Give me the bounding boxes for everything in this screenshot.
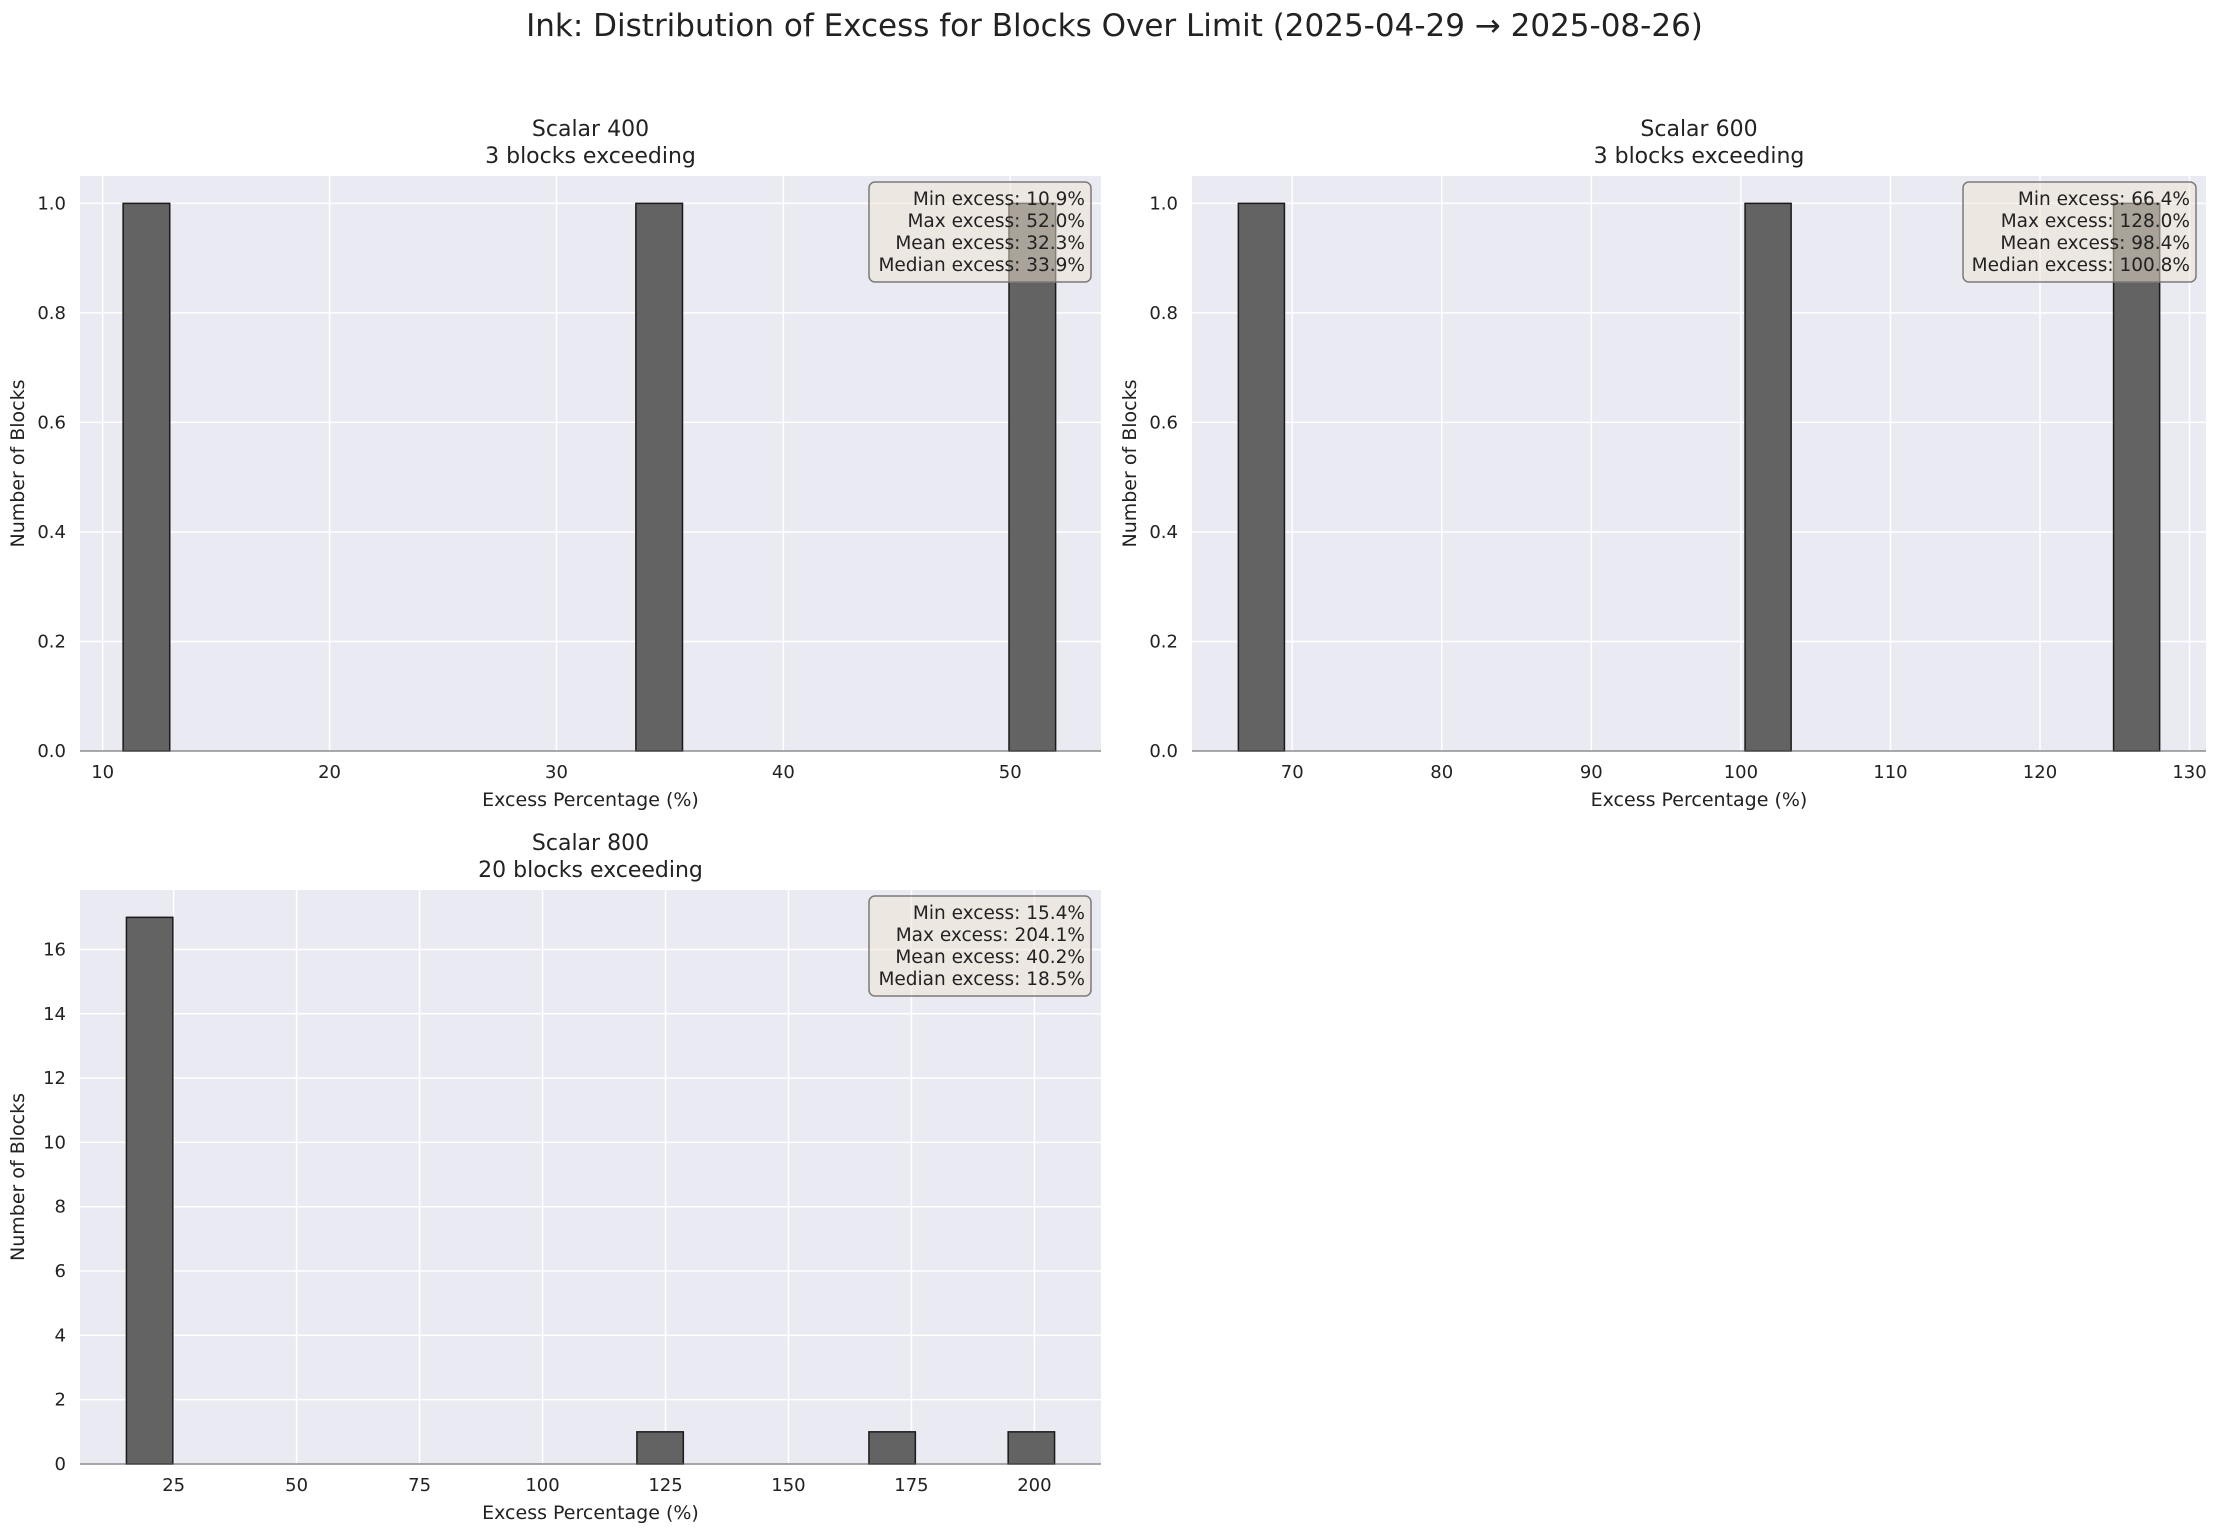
y-tick-label: 16 xyxy=(43,939,66,960)
y-tick-label: 0 xyxy=(55,1454,66,1475)
x-tick-label: 100 xyxy=(1724,762,1758,783)
y-tick-label: 0.4 xyxy=(37,522,66,543)
stats-box xyxy=(868,895,1092,997)
x-tick-label: 130 xyxy=(2172,762,2206,783)
y-tick-label: 0.4 xyxy=(1149,522,1178,543)
x-tick-label: 70 xyxy=(1281,762,1304,783)
stats-line: Median excess: 33.9% xyxy=(878,255,1085,276)
x-tick-label: 30 xyxy=(545,762,568,783)
chart-subtitle: 3 blocks exceeding xyxy=(485,144,696,169)
histogram-bar xyxy=(1007,1431,1056,1465)
chart-subtitle: 3 blocks exceeding xyxy=(1594,144,1805,169)
x-axis-label: Excess Percentage (%) xyxy=(1591,789,1808,811)
y-tick-label: 1.0 xyxy=(1149,193,1178,214)
y-axis-label: Number of Blocks xyxy=(7,1093,29,1261)
y-tick-label: 0.8 xyxy=(37,303,66,324)
y-tick-label: 0.8 xyxy=(1149,303,1178,324)
stats-line: Min excess: 10.9% xyxy=(913,189,1085,210)
x-tick-label: 10 xyxy=(91,762,114,783)
x-tick-label: 150 xyxy=(771,1475,805,1496)
stats-line: Min excess: 66.4% xyxy=(2018,189,2190,210)
figure-title: Ink: Distribution of Excess for Blocks O… xyxy=(526,8,1703,44)
y-axis-label: Number of Blocks xyxy=(7,379,29,547)
histogram-bar xyxy=(1008,202,1057,752)
stats-line: Max excess: 204.1% xyxy=(896,925,1085,946)
y-tick-label: 6 xyxy=(55,1261,66,1282)
chart-subtitle: 20 blocks exceeding xyxy=(478,858,703,883)
y-tick-label: 0.2 xyxy=(1149,631,1178,652)
histogram-bar xyxy=(636,1431,685,1465)
y-axis-label: Number of Blocks xyxy=(1119,379,1141,547)
stats-line: Median excess: 100.8% xyxy=(1972,255,2190,276)
x-tick-label: 200 xyxy=(1017,1475,1051,1496)
y-tick-label: 0.0 xyxy=(37,741,66,762)
stats-line: Max excess: 52.0% xyxy=(907,211,1085,232)
y-tick-label: 2 xyxy=(55,1390,66,1411)
histogram-bar xyxy=(122,202,171,752)
x-tick-label: 40 xyxy=(772,762,795,783)
histogram-bar xyxy=(1744,202,1792,752)
chart-panel-3: 25 50 75 100 125 150 175 200 0 2 4 6 8 10 12 14 16 Scalar… xyxy=(7,831,1101,1524)
histogram-bar xyxy=(125,916,174,1465)
x-tick-label: 20 xyxy=(318,762,341,783)
stats-box xyxy=(868,181,1092,283)
x-tick-label: 50 xyxy=(285,1475,308,1496)
stats-line: Mean excess: 98.4% xyxy=(2000,233,2190,254)
y-tick-label: 1.0 xyxy=(37,193,66,214)
y-tick-label: 0.6 xyxy=(37,412,66,433)
x-tick-label: 100 xyxy=(525,1475,559,1496)
y-tick-label: 8 xyxy=(55,1197,66,1218)
histogram-bar xyxy=(2112,202,2161,752)
stats-line: Min excess: 15.4% xyxy=(913,903,1085,924)
histogram-bar xyxy=(635,202,684,752)
x-axis-label: Excess Percentage (%) xyxy=(482,1502,699,1524)
x-tick-label: 110 xyxy=(1873,762,1907,783)
x-axis-label: Excess Percentage (%) xyxy=(482,789,699,811)
x-tick-label: 75 xyxy=(408,1475,431,1496)
y-tick-label: 0.6 xyxy=(1149,412,1178,433)
stats-line: Mean excess: 40.2% xyxy=(895,947,1085,968)
y-tick-label: 12 xyxy=(43,1068,66,1089)
x-tick-label: 125 xyxy=(648,1475,682,1496)
y-tick-label: 14 xyxy=(43,1004,66,1025)
x-tick-label: 175 xyxy=(894,1475,928,1496)
stats-line: Median excess: 18.5% xyxy=(878,969,1085,990)
histogram-bar xyxy=(1237,202,1286,752)
x-tick-label: 80 xyxy=(1430,762,1453,783)
chart-title: Scalar 800 xyxy=(532,831,649,856)
x-tick-label: 25 xyxy=(162,1475,185,1496)
stats-line: Mean excess: 32.3% xyxy=(895,233,1085,254)
x-tick-label: 120 xyxy=(2023,762,2057,783)
y-tick-label: 10 xyxy=(43,1132,66,1153)
y-tick-label: 0.2 xyxy=(37,631,66,652)
chart-title: Scalar 600 xyxy=(1640,117,1757,142)
x-tick-label: 50 xyxy=(999,762,1022,783)
stats-line: Max excess: 128.0% xyxy=(2001,211,2190,232)
stats-box xyxy=(1962,181,2197,283)
histogram-bar xyxy=(868,1431,917,1465)
y-tick-label: 4 xyxy=(55,1325,66,1346)
chart-panel-1: 10 20 30 40 50 0.0 0.2 0.4 0.6 0.8 1.0 Scalar 4003 … xyxy=(7,117,1101,811)
chart-title: Scalar 400 xyxy=(532,117,649,142)
y-tick-label: 0.0 xyxy=(1149,741,1178,762)
chart-panel-2: 70 80 90 100 110 120 130 0.0 0.2 0.4 0.6 0.8 1.0 Scal… xyxy=(1119,117,2207,811)
x-tick-label: 90 xyxy=(1580,762,1603,783)
